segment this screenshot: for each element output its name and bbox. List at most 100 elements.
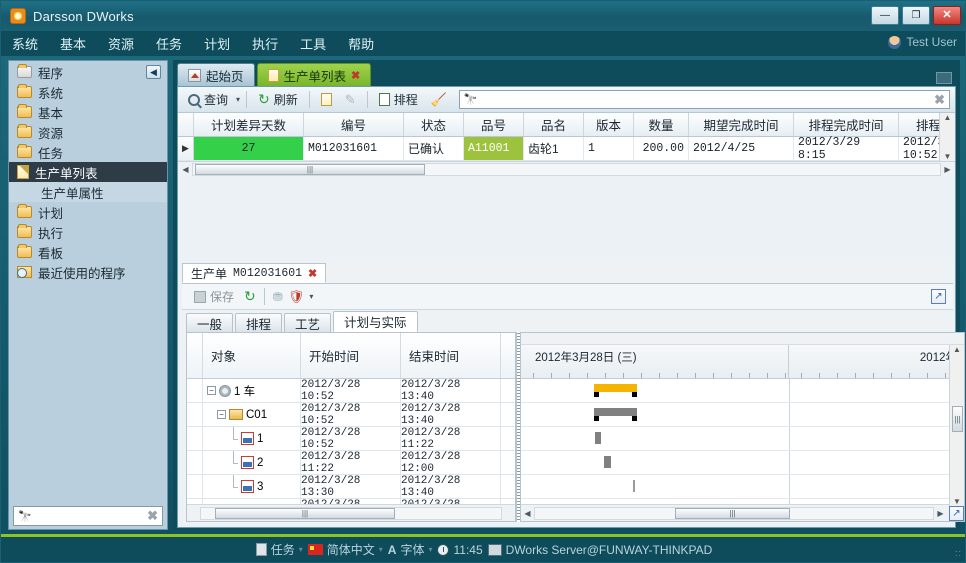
column-header-version[interactable]: 版本: [584, 113, 634, 136]
maximize-button[interactable]: ❐: [902, 6, 930, 25]
tree-row[interactable]: − 1 车 2012/3/28 10:52 2012/3/28 13:40: [187, 379, 515, 403]
scroll-thumb[interactable]: |||: [952, 406, 963, 433]
chevron-down-icon[interactable]: ▾: [298, 545, 303, 554]
sidebar-item-task[interactable]: 任务: [9, 142, 167, 162]
tab-schedule[interactable]: 排程: [235, 313, 283, 332]
sidebar-item-dashboard[interactable]: 看板: [9, 242, 167, 262]
popout-icon[interactable]: ↗: [949, 505, 964, 521]
save-button[interactable]: 保存: [189, 286, 239, 307]
document-tab-production-order[interactable]: 生产单 M012031601 ✖: [182, 263, 327, 283]
gantt-vertical-scrollbar[interactable]: ▲ ||| ▼: [949, 345, 964, 506]
clear-icon[interactable]: ✖: [147, 508, 158, 523]
scroll-left-icon[interactable]: ◀: [524, 508, 531, 518]
sidebar-item-resource[interactable]: 资源: [9, 122, 167, 142]
scroll-thumb[interactable]: |||: [195, 163, 425, 175]
chevron-down-icon[interactable]: ▾: [428, 545, 433, 554]
chevron-down-icon[interactable]: ▾: [378, 545, 383, 554]
scroll-down-icon[interactable]: ▼: [953, 497, 961, 506]
sidebar-collapse-button[interactable]: ◀: [146, 65, 161, 79]
menu-item-help[interactable]: 帮助: [348, 37, 375, 52]
minimize-button[interactable]: —: [871, 6, 899, 25]
gantt-bar-task[interactable]: [633, 480, 635, 492]
tree-column-end[interactable]: 结束时间: [401, 333, 501, 378]
menu-item-task[interactable]: 任务: [156, 37, 183, 52]
menu-item-system[interactable]: 系统: [12, 37, 39, 52]
clear-button[interactable]: 🧹: [426, 90, 452, 110]
menu-item-tools[interactable]: 工具: [300, 37, 327, 52]
column-header-plan-diff[interactable]: 计划差异天数: [194, 113, 304, 136]
tab-plan-vs-actual[interactable]: 计划与实际: [333, 311, 418, 332]
current-user[interactable]: Test User: [888, 35, 957, 49]
close-button[interactable]: ✕: [933, 6, 961, 25]
scroll-left-icon[interactable]: ◀: [182, 164, 189, 174]
menu-item-plan[interactable]: 计划: [204, 37, 231, 52]
sidebar-item-production-order-properties[interactable]: 生产单属性: [9, 182, 167, 202]
column-header-item-no[interactable]: 品号: [464, 113, 524, 136]
column-header-expect-done[interactable]: 期望完成时间: [689, 113, 794, 136]
tree-row[interactable]: 1 2012/3/28 10:52 2012/3/28 11:22: [187, 427, 515, 451]
pane-splitter[interactable]: [516, 332, 521, 522]
tab-start-page[interactable]: 起始页: [177, 63, 255, 86]
tab-close-icon[interactable]: ✖: [351, 69, 361, 82]
column-header-quantity[interactable]: 数量: [634, 113, 689, 136]
gantt-chart-body[interactable]: [521, 379, 964, 504]
tree-row[interactable]: − C01 2012/3/28 10:52 2012/3/28 13:40: [187, 403, 515, 427]
scroll-right-icon[interactable]: ▶: [944, 164, 951, 174]
query-button[interactable]: 查询: [183, 89, 233, 110]
sidebar-item-production-order-list[interactable]: 生产单列表: [9, 162, 167, 182]
menu-item-basic[interactable]: 基本: [60, 37, 87, 52]
status-language[interactable]: 简体中文 ▾: [307, 541, 383, 558]
tree-row[interactable]: − 2 铣 2012/3/28 13:30 2012/3/28 15:40: [187, 499, 515, 504]
menu-item-resource[interactable]: 资源: [108, 37, 135, 52]
tab-production-order-list[interactable]: 生产单列表 ✖: [256, 63, 372, 86]
tree-column-object[interactable]: 对象: [203, 333, 301, 378]
expander-icon[interactable]: −: [207, 386, 216, 395]
sidebar-item-execute[interactable]: 执行: [9, 222, 167, 242]
scroll-track[interactable]: |||: [192, 162, 941, 176]
scroll-up-icon[interactable]: ▲: [943, 113, 952, 122]
new-button[interactable]: [316, 91, 337, 108]
scroll-right-icon[interactable]: ▶: [937, 508, 944, 518]
table-row[interactable]: ▶ 27 M012031601 已确认 A11001 齿轮1 1 200.00 …: [178, 136, 939, 161]
column-header-status[interactable]: 状态: [404, 113, 464, 136]
scroll-track[interactable]: |||: [200, 506, 502, 520]
tree-horizontal-scrollbar[interactable]: |||: [187, 504, 515, 521]
column-header-number[interactable]: 编号: [304, 113, 404, 136]
hierarchy-icon[interactable]: ⛃: [272, 289, 283, 304]
scroll-thumb[interactable]: |||: [215, 507, 395, 519]
clear-icon[interactable]: ✖: [934, 91, 945, 107]
grid-horizontal-scrollbar[interactable]: ◀ ||| ▶: [178, 161, 955, 176]
popout-icon[interactable]: ↗: [931, 289, 946, 304]
sidebar-item-basic[interactable]: 基本: [9, 102, 167, 122]
refresh-icon[interactable]: ↻: [244, 288, 256, 304]
scroll-up-icon[interactable]: ▲: [953, 345, 961, 354]
gantt-bar-summary-orange[interactable]: [594, 384, 637, 397]
gantt-bar-task[interactable]: [604, 456, 611, 468]
tab-general[interactable]: 一般: [186, 313, 234, 332]
gantt-horizontal-scrollbar[interactable]: ◀ ||| ▶ ↗: [521, 504, 964, 521]
tree-row[interactable]: 2 2012/3/28 11:22 2012/3/28 12:00: [187, 451, 515, 475]
gantt-bar-summary-gray[interactable]: [594, 408, 637, 421]
shield-icon[interactable]: 🛡: [287, 288, 305, 304]
list-search-input[interactable]: 🔭 ✖: [458, 90, 950, 109]
column-header-sched-done[interactable]: 排程完成时间: [794, 113, 899, 136]
sidebar-item-plan[interactable]: 计划: [9, 202, 167, 222]
tree-column-start[interactable]: 开始时间: [301, 333, 401, 378]
schedule-button[interactable]: 排程: [374, 89, 423, 110]
expander-icon[interactable]: −: [217, 410, 226, 419]
menu-item-execute[interactable]: 执行: [252, 37, 279, 52]
chevron-down-icon[interactable]: ▾: [309, 292, 314, 301]
document-tab-close-icon[interactable]: ✖: [308, 267, 318, 280]
edit-button[interactable]: ✎: [340, 90, 361, 110]
status-task[interactable]: 任务 ▾: [255, 541, 303, 558]
window-restore-icon[interactable]: [936, 72, 952, 84]
grid-vertical-scrollbar[interactable]: ▲ ▼: [939, 113, 955, 161]
sidebar-search-input[interactable]: 🔭 ✖: [13, 506, 163, 526]
refresh-button[interactable]: ↻ 刷新: [253, 89, 303, 110]
gantt-bar-task[interactable]: [595, 432, 601, 444]
sidebar-item-recent-programs[interactable]: 最近使用的程序: [9, 262, 167, 282]
column-header-sched-start[interactable]: 排程开始时间: [899, 113, 939, 136]
sidebar-item-system[interactable]: 系统: [9, 82, 167, 102]
scroll-track[interactable]: |||: [534, 506, 934, 520]
column-header-item-name[interactable]: 品名: [524, 113, 584, 136]
